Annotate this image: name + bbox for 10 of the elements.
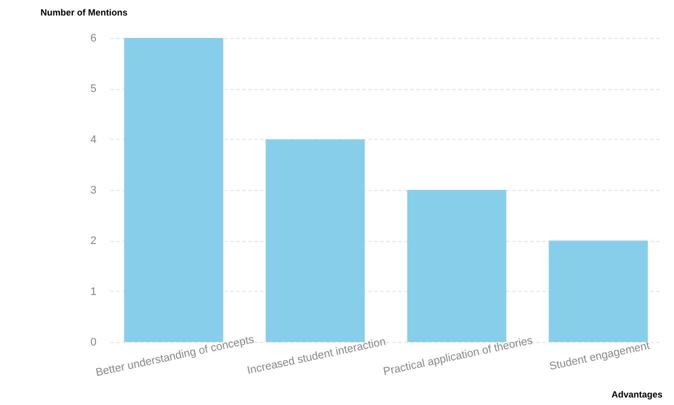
y-tick-label: 1 xyxy=(90,286,96,298)
y-tick-label: 2 xyxy=(90,235,96,248)
y-tick-label: 3 xyxy=(90,184,96,196)
y-tick-label: 5 xyxy=(90,83,96,96)
x-axis-title: Advantages xyxy=(611,390,662,400)
y-tick-label: 4 xyxy=(90,134,96,146)
y-tick-label: 0 xyxy=(90,336,96,348)
y-tick-label: 6 xyxy=(90,32,96,44)
bar xyxy=(548,240,648,342)
y-axis-title: Number of Mentions xyxy=(40,8,128,18)
